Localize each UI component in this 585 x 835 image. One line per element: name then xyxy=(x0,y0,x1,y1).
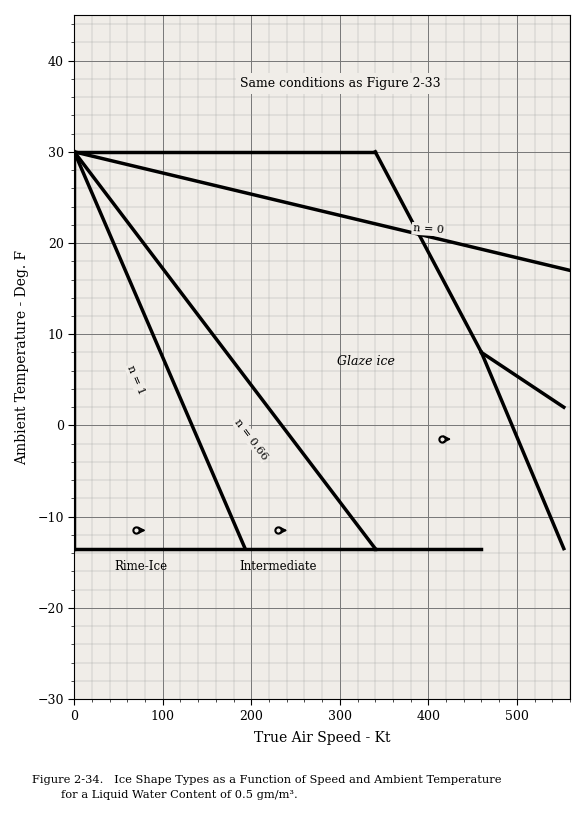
Text: Rime-Ice: Rime-Ice xyxy=(114,560,167,574)
Text: n = 1: n = 1 xyxy=(126,364,147,396)
Text: n = 0: n = 0 xyxy=(412,223,444,235)
X-axis label: True Air Speed - Kt: True Air Speed - Kt xyxy=(254,731,390,745)
Text: Intermediate: Intermediate xyxy=(239,560,316,574)
Text: Same conditions as Figure 2-33: Same conditions as Figure 2-33 xyxy=(239,77,440,90)
Text: Glaze ice: Glaze ice xyxy=(338,355,395,368)
Y-axis label: Ambient Temperature - Deg. F: Ambient Temperature - Deg. F xyxy=(15,250,29,464)
Text: n = 0.66: n = 0.66 xyxy=(233,417,270,462)
Text: Figure 2-34.   Ice Shape Types as a Function of Speed and Ambient Temperature
  : Figure 2-34. Ice Shape Types as a Functi… xyxy=(32,775,502,800)
